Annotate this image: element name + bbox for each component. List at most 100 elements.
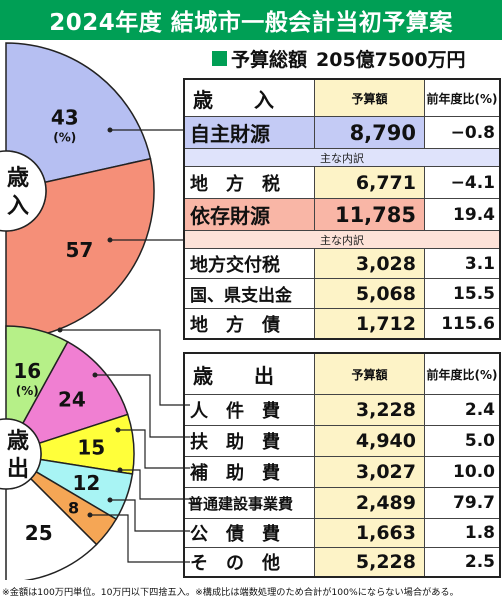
expenditure-center-label: 出 [7, 457, 29, 482]
page-title: 2024年度 結城市一般会計当初予算案 [0, 0, 502, 40]
expenditure-slice-label: 16 [13, 359, 41, 383]
expenditure-row-amount: 5,228 [315, 548, 425, 576]
expenditure-row: そ の 他 5,228 2.5 [185, 547, 499, 576]
revenue-header-amount: 予算額 [315, 80, 425, 116]
expenditure-header-ratio: 前年度比(%) [426, 367, 498, 382]
revenue-item-amount: 5,068 [315, 279, 425, 308]
expenditure-pie-chart: 16(%) 24 15 12 8 25 歳出 [0, 325, 135, 580]
expenditure-row: 補 助 費 3,027 10.0 [185, 456, 499, 487]
revenue-slice-label: 57 [65, 238, 93, 262]
leader-line [118, 429, 190, 469]
leader-dot [117, 467, 123, 473]
expenditure-row: 扶 助 費 4,940 5.0 [185, 425, 499, 456]
leader-dot [87, 512, 93, 518]
leader-line [120, 469, 190, 500]
leader-line [110, 499, 190, 532]
expenditure-header-amount: 予算額 [315, 354, 425, 394]
revenue-item-ratio: 15.5 [453, 283, 495, 304]
revenue-item-name: 国、県支出金 [185, 279, 315, 308]
revenue-table: 歳 入 予算額 前年度比(%) 自主財源 8,790 −0.8 主な内訳 地 方… [183, 78, 501, 340]
expenditure-row: 公 債 費 1,663 1.8 [185, 518, 499, 547]
revenue-item-amount: 3,028 [315, 249, 425, 278]
budget-total-value: 205億7500万円 [316, 48, 466, 71]
leader-line [95, 374, 190, 438]
expenditure-row-ratio: 79.7 [453, 493, 495, 513]
footnote: ※金額は100万円単位。10万円以下四捨五入。※構成比は端数処理のため合計が10… [2, 586, 459, 598]
expenditure-row-amount: 4,940 [315, 426, 425, 456]
leader-dot [107, 237, 113, 243]
expenditure-row-name: 人 件 費 [185, 395, 315, 425]
expenditure-slice-label: 8 [68, 498, 79, 517]
revenue-group1-row: 自主財源 8,790 −0.8 [185, 116, 499, 148]
leader-dot [92, 372, 98, 378]
revenue-group1-amount: 8,790 [315, 117, 425, 148]
expenditure-row-name: 公 債 費 [185, 519, 315, 547]
revenue-group1-name: 自主財源 [185, 117, 315, 148]
green-square-icon [212, 50, 227, 66]
revenue-item-name: 地 方 税 [185, 167, 315, 198]
revenue-group2-row: 依存財源 11,785 19.4 [185, 198, 499, 230]
revenue-group2-ratio: 19.4 [453, 204, 495, 225]
expenditure-slice-label: 12 [73, 471, 101, 495]
revenue-group2-subheader: 主な内訳 [185, 230, 499, 248]
revenue-header-char-2: 入 [254, 87, 274, 112]
revenue-item-amount: 1,712 [315, 309, 425, 338]
budget-total: 予算総額 205億7500万円 [212, 43, 500, 73]
revenue-center-label: 歳 [7, 166, 29, 191]
revenue-item-ratio: 115.6 [441, 313, 495, 334]
budget-total-label: 予算総額 [231, 48, 308, 71]
expenditure-row-name: そ の 他 [185, 548, 315, 576]
revenue-unit-label: (%) [53, 131, 76, 145]
leader-line [90, 514, 190, 563]
expenditure-header-char-1: 歳 [193, 363, 213, 388]
expenditure-row-name: 普通建設事業費 [185, 488, 315, 518]
revenue-header-name: 歳 入 [185, 80, 315, 116]
revenue-group2-amount: 11,785 [315, 199, 425, 230]
expenditure-header-char-2: 出 [254, 363, 274, 388]
expenditure-row-name: 補 助 費 [185, 457, 315, 487]
revenue-group2-item-row: 国、県支出金 5,068 15.5 [185, 278, 499, 308]
revenue-slice-label: 43 [51, 106, 79, 130]
revenue-item-amount: 6,771 [315, 167, 425, 198]
revenue-pie-chart: 43(%) 57 歳入 [0, 42, 155, 340]
revenue-item-ratio: 3.1 [464, 253, 495, 274]
expenditure-slice-label: 15 [77, 435, 105, 459]
expenditure-row-ratio: 5.0 [464, 431, 495, 451]
revenue-center-label: 入 [7, 194, 29, 219]
expenditure-row-amount: 3,027 [315, 457, 425, 487]
revenue-item-ratio: −4.1 [450, 172, 495, 193]
expenditure-slice-label: 25 [25, 521, 53, 545]
expenditure-row-amount: 2,489 [315, 488, 425, 518]
expenditure-row-ratio: 1.8 [464, 523, 495, 543]
expenditure-row-ratio: 2.4 [464, 400, 495, 420]
leader-dot [107, 497, 113, 503]
expenditure-row: 普通建設事業費 2,489 79.7 [185, 487, 499, 518]
revenue-group1-subheader: 主な内訳 [185, 148, 499, 166]
expenditure-slice-label: 24 [58, 388, 86, 412]
revenue-group2-item-row: 地方交付税 3,028 3.1 [185, 248, 499, 278]
revenue-group2-item-row: 地 方 債 1,712 115.6 [185, 308, 499, 338]
revenue-header-ratio: 前年度比(%) [426, 91, 498, 106]
revenue-group2-name: 依存財源 [185, 199, 315, 230]
expenditure-row-ratio: 10.0 [453, 462, 495, 482]
revenue-group1-item-row: 地 方 税 6,771 −4.1 [185, 166, 499, 198]
leader-dot [57, 327, 63, 333]
leader-dot [107, 127, 113, 133]
leader-line [60, 329, 190, 406]
expenditure-row-amount: 3,228 [315, 395, 425, 425]
revenue-header-row: 歳 入 予算額 前年度比(%) [185, 80, 499, 116]
revenue-group1-ratio: −0.8 [450, 122, 495, 143]
expenditure-header-row: 歳 出 予算額 前年度比(%) [185, 354, 499, 394]
expenditure-header-name: 歳 出 [185, 354, 315, 394]
expenditure-center-label: 歳 [7, 429, 29, 454]
expenditure-row-amount: 1,663 [315, 519, 425, 547]
revenue-item-name: 地 方 債 [185, 309, 315, 338]
expenditure-row: 人 件 費 3,228 2.4 [185, 394, 499, 425]
leader-dot [115, 427, 121, 433]
revenue-center-circle [0, 150, 47, 232]
expenditure-unit-label: (%) [16, 384, 39, 398]
expenditure-row-name: 扶 助 費 [185, 426, 315, 456]
revenue-header-char-1: 歳 [193, 87, 213, 112]
